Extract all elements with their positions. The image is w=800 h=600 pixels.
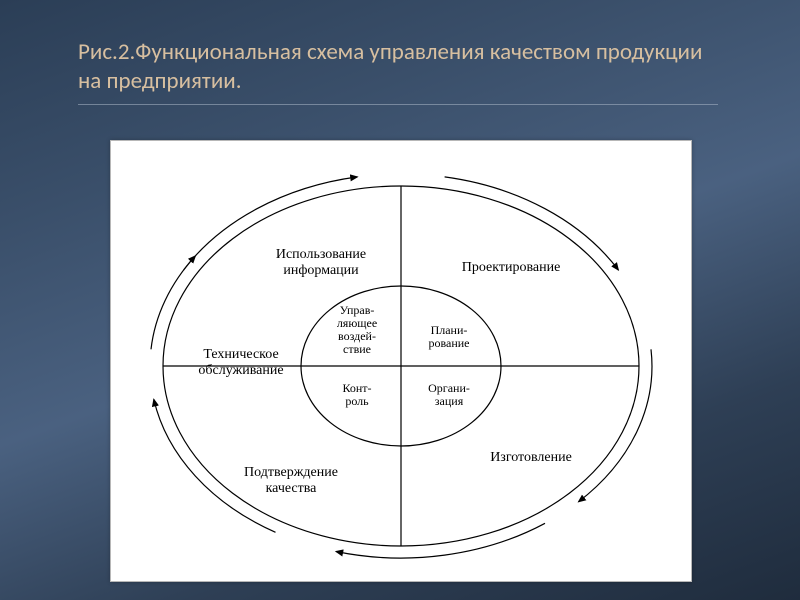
inner-label-organization: Органи-зация bbox=[428, 381, 470, 408]
slide: Рис.2.Функциональная схема управления ка… bbox=[0, 0, 800, 600]
flow-arrow-2 bbox=[579, 349, 652, 502]
inner-label-control-action: Управ-ляющеевоздей-ствие bbox=[337, 303, 377, 356]
inner-label-control: Конт-роль bbox=[342, 381, 371, 408]
outer-label-quality-confirm: Подтверждениекачества bbox=[244, 465, 338, 496]
outer-label-manufacture: Изготовление bbox=[490, 450, 572, 465]
flow-arrow-3 bbox=[336, 523, 545, 558]
inner-label-planning: Плани-рование bbox=[428, 323, 469, 350]
slide-title: Рис.2.Функциональная схема управления ка… bbox=[78, 38, 722, 96]
title-underline bbox=[78, 104, 718, 105]
diagram-svg: Использованиеинформации Проектирование Тех… bbox=[111, 141, 691, 581]
outer-label-design: Проектирование bbox=[462, 260, 561, 275]
flow-arrow-5 bbox=[151, 256, 195, 349]
outer-label-info-use: Использованиеинформации bbox=[276, 247, 366, 278]
outer-label-maintenance: Техническоеобслуживание bbox=[198, 347, 283, 378]
flow-arrow-1 bbox=[445, 177, 619, 270]
diagram-figure: Использованиеинформации Проектирование Тех… bbox=[110, 140, 692, 582]
